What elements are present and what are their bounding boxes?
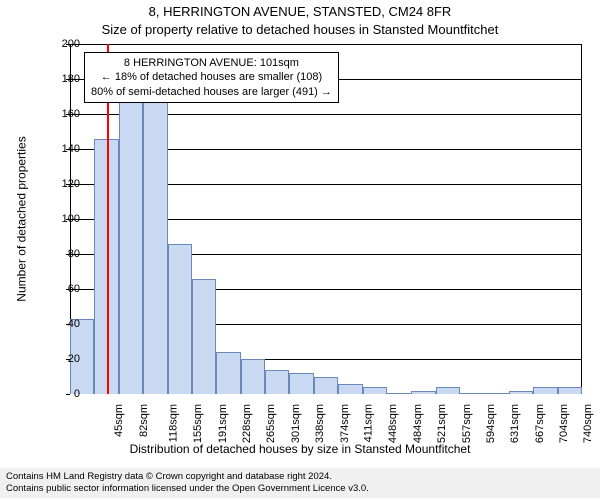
annotation-box: 8 HERRINGTON AVENUE: 101sqm ← 18% of det… (84, 52, 339, 103)
histogram-bar (314, 377, 338, 395)
y-tick-label: 160 (40, 108, 80, 120)
histogram-bar (192, 279, 216, 395)
annotation-line1: 8 HERRINGTON AVENUE: 101sqm (91, 56, 332, 70)
x-tick-label: 521sqm (436, 404, 448, 443)
histogram-bar (265, 370, 289, 395)
y-tick-label: 180 (40, 73, 80, 85)
footer-line2: Contains public sector information licen… (6, 483, 594, 495)
histogram-bar (119, 100, 143, 394)
histogram-bar (168, 244, 192, 395)
x-tick-label: 228sqm (241, 404, 253, 443)
page-title-line1: 8, HERRINGTON AVENUE, STANSTED, CM24 8FR (0, 4, 600, 19)
histogram-bar (533, 387, 557, 394)
x-tick-label: 265sqm (266, 404, 278, 443)
y-axis-label-container: Number of detached properties (14, 44, 30, 394)
x-tick-label: 118sqm (167, 404, 179, 442)
x-tick-label: 374sqm (339, 404, 351, 443)
x-tick-label: 594sqm (485, 404, 497, 443)
y-tick-label: 80 (40, 248, 80, 260)
histogram-bar (289, 373, 313, 394)
y-axis-label: Number of detached properties (15, 136, 29, 301)
x-tick-label: 704sqm (558, 404, 570, 443)
y-tick-label: 100 (40, 213, 80, 225)
histogram-bar (509, 391, 533, 395)
x-tick-label: 631sqm (509, 404, 521, 443)
histogram-bar (387, 393, 411, 394)
y-tick-label: 200 (40, 38, 80, 50)
histogram-bar (363, 387, 387, 394)
x-tick-label: 45sqm (113, 404, 125, 437)
histogram-bar (241, 359, 265, 394)
annotation-line2: ← 18% of detached houses are smaller (10… (91, 70, 332, 84)
x-tick-label: 667sqm (534, 404, 546, 443)
y-tick-label: 120 (40, 178, 80, 190)
x-tick-label: 301sqm (290, 404, 302, 443)
histogram-bar (484, 393, 508, 394)
histogram-bar (436, 387, 460, 394)
x-tick-label: 155sqm (192, 404, 204, 443)
x-tick-label: 411sqm (362, 404, 374, 442)
x-tick-label: 557sqm (461, 404, 473, 443)
y-tick-label: 140 (40, 143, 80, 155)
histogram-bar (411, 391, 435, 395)
footer-line1: Contains HM Land Registry data © Crown c… (6, 471, 594, 483)
histogram-bar (558, 387, 582, 394)
histogram-bar (216, 352, 240, 394)
histogram-bar (143, 100, 167, 394)
histogram-bar (460, 393, 484, 394)
page-title-line2: Size of property relative to detached ho… (0, 22, 600, 37)
x-tick-label: 740sqm (583, 404, 595, 443)
y-tick-label: 0 (40, 388, 80, 400)
x-tick-label: 191sqm (217, 404, 229, 443)
x-tick-label: 448sqm (388, 404, 400, 443)
chart-plot-area: 8 HERRINGTON AVENUE: 101sqm ← 18% of det… (70, 44, 582, 394)
x-tick-label: 82sqm (138, 404, 150, 437)
x-tick-label: 338sqm (314, 404, 326, 443)
x-axis-label: Distribution of detached houses by size … (0, 442, 600, 456)
histogram-bar (338, 384, 362, 395)
x-tick-label: 484sqm (412, 404, 424, 443)
y-tick-label: 60 (40, 283, 80, 295)
annotation-line3: 80% of semi-detached houses are larger (… (91, 85, 332, 99)
y-tick-label: 20 (40, 353, 80, 365)
y-tick-label: 40 (40, 318, 80, 330)
footer-attribution: Contains HM Land Registry data © Crown c… (0, 468, 600, 498)
